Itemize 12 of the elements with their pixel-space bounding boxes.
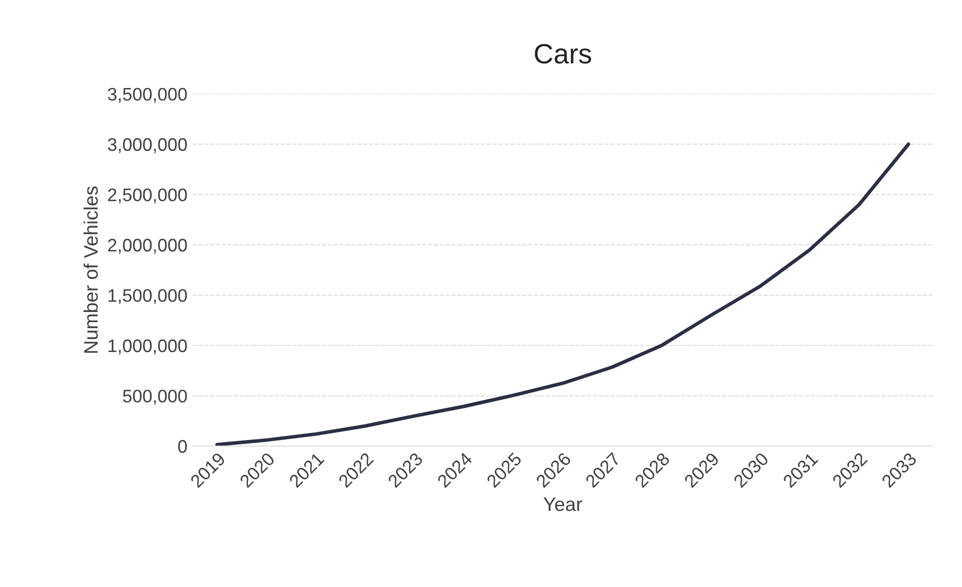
y-tick-label: 500,000 — [123, 390, 187, 405]
y-tick-label: 0 — [178, 440, 187, 453]
x-axis-title: Year — [544, 498, 582, 512]
chart-title: Cars — [534, 44, 592, 64]
y-tick-label: 3,000,000 — [108, 138, 187, 154]
y-axis-title: Number of Vehicles — [84, 186, 98, 353]
y-tick-label: 1,000,000 — [108, 339, 187, 354]
line-series — [215, 142, 910, 446]
y-tick-label: 3,500,000 — [108, 88, 187, 103]
y-tick-label: 2,000,000 — [108, 238, 187, 254]
y-tick-label: 1,500,000 — [108, 289, 187, 304]
y-tick-label: 2,500,000 — [108, 188, 187, 204]
